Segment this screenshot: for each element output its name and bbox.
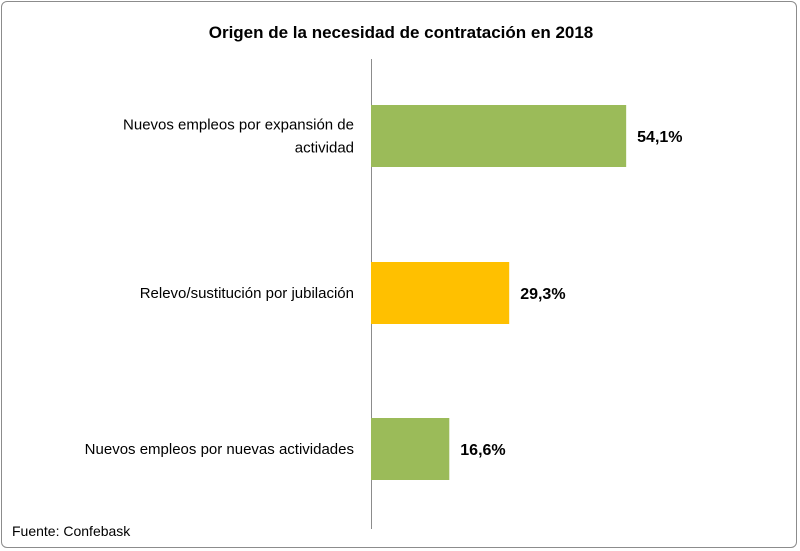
category-label-3: Nuevos empleos por nuevas actividades: [85, 441, 354, 458]
source-note: Fuente: Confebask: [12, 523, 131, 539]
bar-1: [371, 105, 627, 167]
chart-title: Origen de la necesidad de contratación e…: [209, 23, 594, 42]
bar-3: [371, 418, 450, 480]
category-label-1-line-2: actividad: [295, 140, 354, 157]
value-label-2: 29,3%: [520, 286, 565, 303]
value-label-3: 16,6%: [460, 442, 505, 459]
value-label-1: 54,1%: [637, 129, 682, 146]
category-label-1-line-1: Nuevos empleos por expansión de: [123, 117, 354, 134]
category-label-2: Relevo/sustitución por jubilación: [140, 285, 354, 302]
bar-2: [371, 262, 510, 324]
